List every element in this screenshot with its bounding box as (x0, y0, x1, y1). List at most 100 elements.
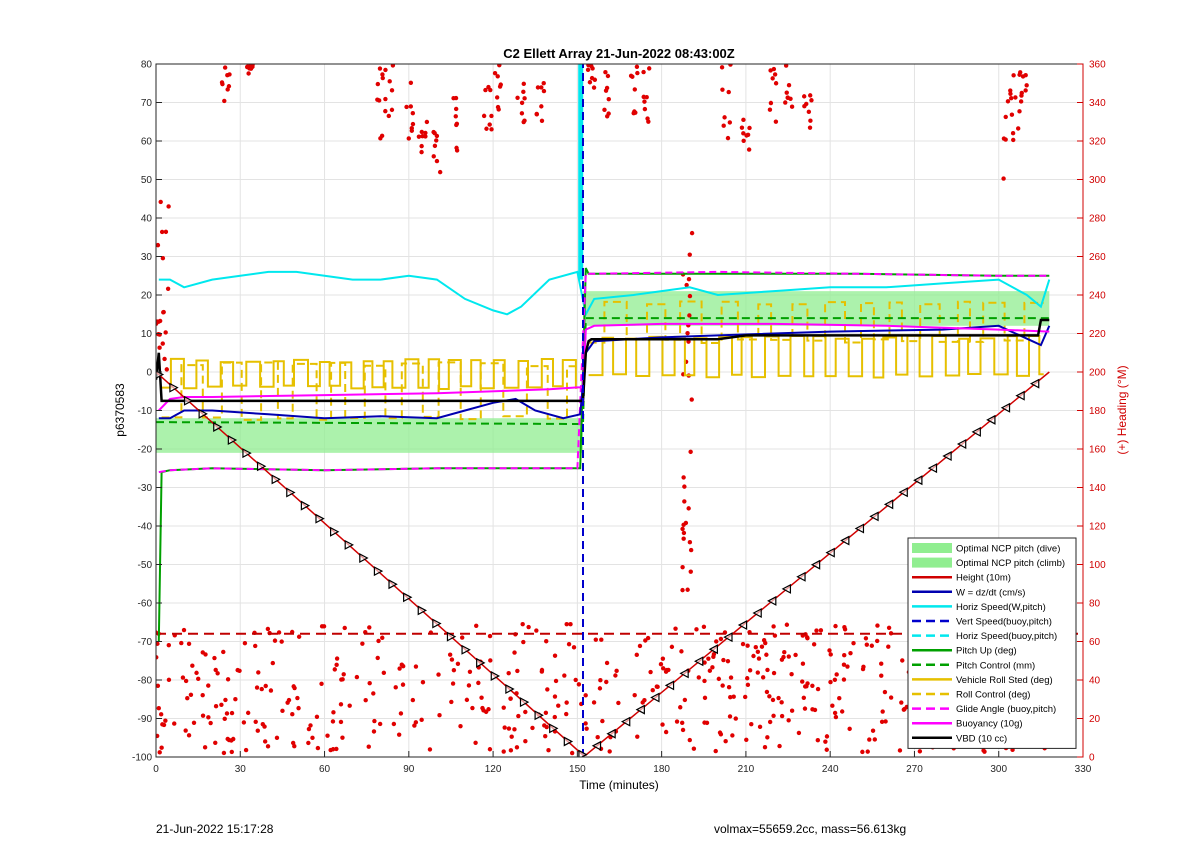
heading-point (501, 705, 506, 710)
heading-point (546, 747, 551, 753)
heading-point (509, 734, 514, 739)
heading-point (420, 680, 426, 685)
heading-point (188, 692, 194, 697)
height-marker (942, 451, 952, 462)
heading-point (508, 696, 513, 701)
heading-point (658, 662, 664, 667)
heading-point (719, 65, 725, 70)
heading-point (229, 749, 234, 755)
height-marker (620, 716, 631, 727)
height-marker (373, 566, 384, 577)
height-marker (256, 461, 267, 472)
heading-point (515, 668, 520, 674)
heading-point (164, 367, 170, 372)
heading-point (682, 484, 687, 489)
heading-point (607, 749, 612, 754)
heading-point (680, 587, 685, 593)
heading-point (874, 638, 880, 644)
height-marker (271, 474, 281, 485)
heading-point (219, 702, 224, 707)
heading-point (332, 667, 337, 672)
heading-point (479, 695, 484, 700)
heading-point (539, 118, 545, 123)
heading-point (865, 749, 870, 754)
heading-point (272, 638, 278, 643)
height-marker (198, 408, 208, 419)
heading-point (728, 675, 734, 680)
heading-point (215, 671, 220, 676)
height-marker (635, 704, 645, 715)
heading-point (687, 737, 692, 743)
heading-point (539, 85, 544, 90)
x-tick-label: 240 (822, 764, 839, 775)
heading-point (647, 66, 652, 71)
heading-point (687, 313, 692, 318)
heading-point (783, 100, 788, 105)
heading-point (206, 683, 211, 688)
heading-point (383, 67, 388, 73)
heading-point (869, 643, 875, 648)
heading-point (723, 739, 728, 744)
heading-point (488, 87, 493, 93)
heading-point (664, 667, 669, 673)
heading-point (367, 680, 372, 686)
heading-point (489, 127, 494, 132)
heading-point (386, 113, 392, 119)
legend: Optimal NCP pitch (dive) Optimal NCP pitc… (907, 537, 1077, 749)
heading-point (1005, 99, 1011, 104)
height-marker (927, 463, 938, 474)
heading-point (811, 642, 817, 647)
heading-point (598, 677, 603, 683)
y-tick-label: -80 (138, 676, 153, 687)
heading-point (685, 587, 690, 592)
heading-point (223, 697, 228, 703)
heading-point (800, 661, 806, 666)
heading-point (767, 694, 772, 699)
heading-point (635, 734, 640, 739)
heading-point (404, 104, 409, 110)
heading-point (206, 715, 211, 720)
heading-point (406, 136, 411, 141)
heading-point (694, 627, 699, 632)
heading-point (682, 499, 687, 504)
y2-tick-label: 40 (1089, 676, 1101, 687)
heading-point (262, 739, 268, 744)
heading-point (789, 104, 795, 109)
heading-point (487, 633, 493, 639)
heading-point (502, 725, 507, 730)
heading-point (552, 653, 558, 658)
vehicle-roll-line (161, 357, 578, 390)
heading-point (398, 711, 404, 716)
heading-point (696, 675, 701, 680)
legend-label: Buoyancy (10g) (956, 719, 1023, 730)
heading-point (163, 718, 168, 723)
heading-point (779, 700, 784, 705)
height-marker (549, 723, 559, 734)
heading-point (886, 644, 891, 649)
heading-point (576, 682, 582, 687)
heading-point (687, 252, 692, 257)
height-marker (1000, 402, 1011, 413)
heading-point (745, 676, 750, 681)
height-marker (344, 539, 354, 550)
heading-point (741, 131, 746, 136)
heading-point (419, 149, 424, 155)
heading-point (1009, 112, 1015, 117)
heading-point (213, 704, 219, 709)
heading-point (449, 699, 454, 705)
y2-tick-label: 0 (1089, 753, 1095, 764)
heading-point (713, 748, 718, 754)
heading-point (872, 737, 878, 742)
heading-point (706, 656, 711, 661)
heading-point (474, 623, 479, 628)
heading-point (241, 720, 247, 725)
heading-point (265, 626, 271, 632)
heading-point (186, 641, 192, 646)
heading-point (746, 147, 752, 152)
height-marker (461, 644, 471, 655)
heading-point (523, 738, 528, 744)
heading-point (564, 621, 569, 627)
heading-point (156, 641, 160, 646)
heading-point (1008, 88, 1013, 93)
heading-point (393, 685, 398, 690)
